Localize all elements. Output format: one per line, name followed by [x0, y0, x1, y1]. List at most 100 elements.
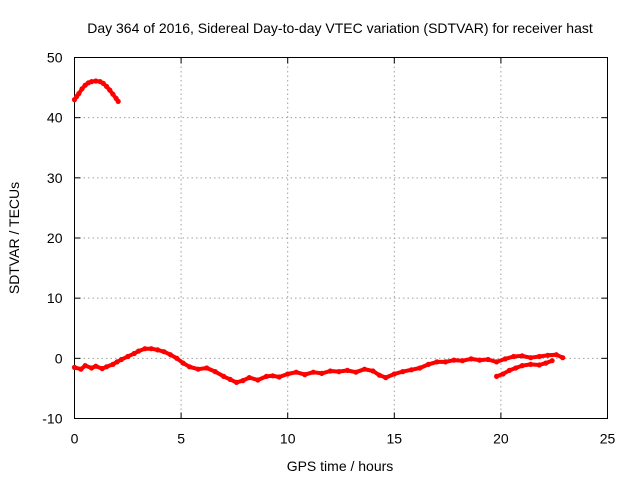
data-point [370, 368, 376, 374]
data-point [560, 355, 566, 361]
data-point [425, 361, 431, 367]
data-point [174, 355, 180, 361]
data-point [528, 355, 534, 361]
y-tick-label: 10 [47, 290, 63, 306]
data-point [383, 375, 389, 381]
data-point [353, 369, 359, 375]
data-point [391, 371, 397, 377]
series-group [494, 358, 555, 379]
data-point [376, 372, 382, 378]
data-point [246, 375, 252, 381]
data-point [71, 364, 78, 370]
y-tick-label: 0 [55, 350, 63, 366]
plot-frame [74, 57, 608, 419]
data-point [180, 360, 186, 366]
x-tick-label: 0 [71, 431, 79, 447]
data-point [255, 377, 261, 383]
data-point [212, 369, 218, 375]
data-point [468, 356, 474, 362]
data-point [553, 352, 559, 358]
data-point [93, 78, 99, 84]
data-point [451, 357, 457, 363]
grid-lines [74, 57, 608, 419]
x-tick-label: 10 [280, 431, 296, 447]
data-point [118, 356, 124, 363]
data-point [513, 365, 519, 371]
data-point [227, 376, 233, 382]
data-point [142, 346, 148, 352]
data-point [161, 349, 167, 355]
y-tick-label: 40 [47, 110, 63, 126]
data-point [494, 373, 500, 379]
data-point [107, 87, 113, 93]
data-point [99, 366, 105, 372]
data-point [285, 371, 291, 377]
data-point [204, 365, 210, 371]
data-point [500, 371, 506, 377]
chart-title: Day 364 of 2016, Sidereal Day-to-day VTE… [87, 20, 593, 36]
data-point [115, 98, 121, 104]
data-point [110, 361, 116, 367]
data-point [135, 348, 142, 354]
y-tick-label: 50 [47, 50, 63, 66]
data-point [408, 367, 414, 373]
data-point [344, 367, 350, 373]
data-point [131, 350, 137, 357]
data-point [114, 359, 120, 365]
data-point [93, 363, 99, 369]
data-point [82, 363, 88, 369]
data-point [187, 364, 193, 370]
data-point [545, 352, 551, 358]
data-point [549, 358, 555, 364]
data-point [536, 353, 542, 360]
data-point [110, 91, 116, 97]
data-point [221, 373, 227, 379]
data-point [536, 362, 542, 368]
data-point [270, 373, 276, 379]
data-point [155, 347, 161, 353]
data-point [103, 364, 110, 370]
x-tick-label: 25 [600, 431, 616, 447]
data-point [494, 359, 500, 365]
x-tick-label: 5 [177, 431, 185, 447]
data-point [302, 372, 308, 378]
data-point [78, 366, 84, 372]
data-point [327, 368, 333, 374]
x-tick-label: 15 [387, 431, 403, 447]
data-point [276, 374, 282, 380]
data-point [528, 361, 534, 367]
data-point [417, 365, 423, 371]
data-point [502, 356, 508, 362]
data-point [103, 83, 110, 89]
data-point [89, 365, 95, 371]
data-point [434, 359, 440, 365]
y-tick-label: -10 [42, 411, 62, 427]
data-point [477, 357, 483, 363]
data-point [319, 370, 325, 376]
data-point [506, 367, 512, 373]
data-point [442, 359, 449, 365]
data-point [511, 353, 517, 360]
data-point [76, 91, 82, 97]
series-group [71, 78, 121, 104]
data-point [148, 346, 154, 352]
data-point [233, 379, 240, 385]
data-point [293, 369, 299, 375]
data-point [89, 79, 95, 85]
data-point [167, 352, 173, 358]
y-tick-label: 30 [47, 170, 63, 186]
data-point [195, 366, 201, 372]
data-point [400, 369, 406, 375]
data-point [79, 86, 85, 92]
data-point [240, 378, 246, 384]
data-point [263, 373, 269, 379]
data-point [519, 353, 525, 359]
data-point [519, 363, 525, 369]
data-point [361, 366, 368, 372]
data-point [543, 360, 549, 366]
x-tick-label: 20 [493, 431, 509, 447]
y-axis-title: SDTVAR / TECUs [6, 182, 22, 294]
data-point [459, 358, 466, 364]
